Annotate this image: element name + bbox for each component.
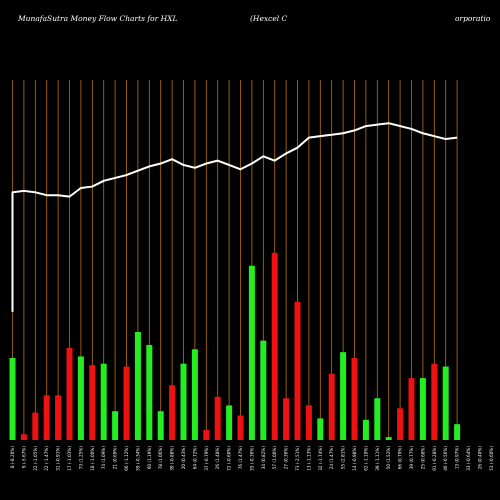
company-name-part-2: orporatio [455,14,491,23]
x-tick-label: 24 (1.47%) [329,446,334,470]
x-tick-label: 8 (-8.20%) [10,446,15,468]
x-tick-label: 13 (-1.13%) [306,446,311,471]
money-flow-bar [123,366,130,440]
x-tick-label: 76 (1.47%) [238,446,243,470]
money-flow-bar [305,405,312,440]
money-flow-bar [32,412,39,440]
x-tick-label: 53 (-0.60%) [489,446,494,471]
x-tick-label: 26 (1.48%) [215,446,220,470]
money-flow-bar [146,344,153,440]
money-flow-bar [237,415,244,440]
x-tick-label: 17 (-1.03%) [67,446,72,471]
money-flow-bar [374,398,381,440]
x-tick-label: 59 (-0.34%) [135,446,140,471]
money-flow-bar [191,349,198,440]
money-flow-bar [385,437,392,440]
x-tick-label: 9 (-5.67%) [21,446,26,468]
x-tick-label: 73 (-2.51%) [295,446,300,471]
money-flow-bar [351,357,358,440]
money-flow-bar [431,363,438,440]
money-flow-bar [134,332,141,440]
x-tick-label: 64 (0.72%) [192,446,197,470]
x-tick-label: 39 (0.77%) [409,446,414,470]
x-tick-label: 33 (-0.64%) [466,446,471,471]
x-tick-label: 27 (0.36%) [284,446,289,470]
money-flow-bar [20,434,27,440]
x-tick-label: 32 (-1.74%) [318,446,323,471]
money-flow-bar [283,398,290,440]
money-flow-bar [317,418,324,440]
x-tick-label: 66 (-1.12%) [124,446,129,471]
money-flow-bar [100,363,107,440]
x-tick-label: 18 (-1.00%) [90,446,95,471]
x-tick-label: 57 (1.00%) [272,446,277,470]
price-line [11,122,458,312]
chart-title: MunafaSutra Money Flow Charts for HXL [18,14,178,23]
money-flow-bar [226,405,233,440]
money-flow-bar [294,301,301,440]
money-flow-bar [214,396,221,440]
x-tick-label: 60 (1.19%) [147,446,152,470]
money-flow-bar [328,373,335,440]
money-flow-bar [112,411,119,440]
money-flow-bar [248,265,255,440]
money-flow-bar [419,378,426,440]
x-tick-label: 39 (-1.11%) [375,446,380,471]
x-tick-label: 46 (-0.56%) [443,446,448,471]
money-flow-bar [408,378,415,440]
x-tick-label: 22 (-1.47%) [44,446,49,471]
x-tick-label: 34 (0.82%) [261,446,266,470]
money-flow-bar [66,347,73,440]
x-tick-label: 73 (1.25%) [78,446,83,470]
x-tick-label: 26 (0.40%) [477,446,482,470]
money-flow-bar [9,357,16,440]
x-tick-label: 74 (1.09%) [101,446,106,470]
x-tick-label: 39 (-0.88%) [170,446,175,471]
x-tick-label: 78 (1.06%) [158,446,163,470]
company-name-part-1: (Hexcel C [250,14,288,23]
x-tick-label: 22 (-1.05%) [33,446,38,471]
x-tick-label: 91 (-0.28%) [432,446,437,471]
money-flow-bar [442,366,449,440]
money-flow-bar [43,395,50,440]
money-flow-bar [260,340,267,440]
x-tick-label: 13 (0.97%) [455,446,460,470]
x-tick-label: 55 (-0.36%) [249,446,254,471]
money-flow-bar [340,352,347,440]
x-tick-label: 72 (-0.60%) [227,446,232,471]
money-flow-bar [203,429,210,440]
money-flow-bar [271,252,278,440]
x-tick-label: 62 (-1.10%) [363,446,368,471]
x-tick-label: 37 (-0.79%) [204,446,209,471]
x-tick-label: 31 (-0.91%) [56,446,61,471]
chart-header: MunafaSutra Money Flow Charts for HXL (H… [0,14,500,28]
x-tick-label: 66 (0.79%) [398,446,403,470]
x-tick-label: 25 (0.68%) [420,446,425,470]
money-flow-bar [397,408,404,440]
money-flow-bar [157,411,164,440]
x-tick-label: 20 (0.43%) [181,446,186,470]
x-tick-label: 55 (2.81%) [341,446,346,470]
money-flow-bar [89,365,96,440]
x-tick-label: 14 (-0.98%) [352,446,357,471]
money-flow-bar [362,419,369,440]
money-flow-bar [77,356,84,440]
money-flow-bar [55,395,62,440]
money-flow-bar [169,385,176,440]
money-flow-bar [454,424,461,440]
x-tick-label: 21 (0.69%) [113,446,118,470]
money-flow-bar [180,363,187,440]
x-tick-label: 50 (1.52%) [386,446,391,470]
